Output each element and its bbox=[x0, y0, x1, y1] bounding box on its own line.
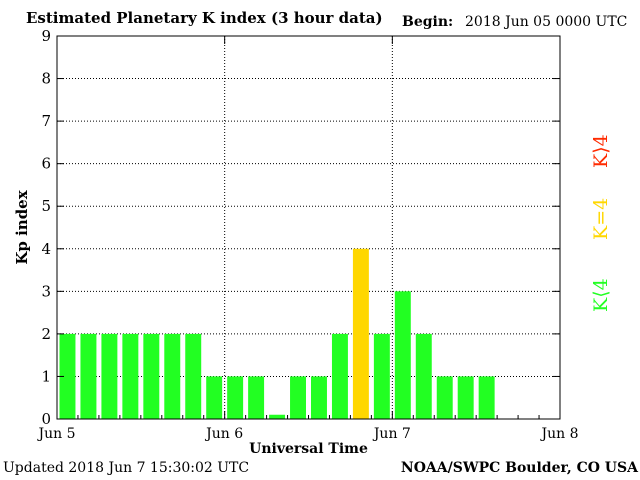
tick-marks bbox=[56, 35, 561, 420]
x-tick-label: Jun 8 bbox=[539, 426, 578, 442]
kp-bar bbox=[206, 376, 223, 419]
x-tick-label: Jun 7 bbox=[372, 426, 411, 442]
credit-text: NOAA/SWPC Boulder, CO USA bbox=[400, 460, 638, 476]
kp-bar bbox=[373, 333, 390, 419]
kp-bar bbox=[143, 333, 160, 419]
kp-bar bbox=[290, 376, 306, 419]
chart-title: Estimated Planetary K index (3 hour data… bbox=[26, 9, 383, 27]
kp-bar bbox=[436, 376, 453, 419]
kp-bar bbox=[457, 376, 474, 419]
begin-value: 2018 Jun 05 0000 UTC bbox=[465, 14, 628, 30]
y-tick-label: 1 bbox=[41, 367, 51, 385]
y-axis-label: Kp index bbox=[13, 189, 31, 264]
y-tick-labels: 0 1 2 3 4 5 6 7 8 9 bbox=[41, 27, 51, 428]
y-tick-label: 9 bbox=[41, 27, 51, 45]
legend-high: K⟩4 bbox=[590, 134, 612, 168]
kp-bar bbox=[478, 376, 495, 419]
kp-bar bbox=[352, 248, 369, 419]
bars-group bbox=[59, 248, 495, 419]
kp-bar bbox=[227, 376, 244, 419]
kp-bar bbox=[331, 333, 348, 419]
kp-bar bbox=[269, 414, 286, 419]
legend-mid: K=4 bbox=[590, 197, 612, 240]
kp-bar bbox=[185, 333, 202, 419]
y-tick-label: 4 bbox=[41, 240, 51, 258]
y-tick-label: 0 bbox=[41, 410, 51, 428]
grid-lines bbox=[57, 36, 560, 419]
updated-timestamp: Updated 2018 Jun 7 15:30:02 UTC bbox=[3, 460, 250, 476]
y-tick-label: 8 bbox=[41, 70, 51, 88]
kp-bar bbox=[122, 333, 139, 419]
y-tick-label: 6 bbox=[41, 155, 51, 173]
x-axis-label: Universal Time bbox=[249, 441, 368, 457]
kp-bar bbox=[394, 291, 411, 419]
kp-bar bbox=[311, 376, 327, 419]
legend-low: K⟨4 bbox=[590, 278, 612, 312]
kp-bar bbox=[80, 333, 97, 419]
kp-bar bbox=[415, 333, 432, 419]
x-tick-labels: Jun 5 Jun 6 Jun 7 Jun 8 bbox=[36, 426, 578, 442]
kp-bar bbox=[164, 333, 181, 419]
x-tick-label: Jun 6 bbox=[204, 426, 243, 442]
begin-label: Begin: bbox=[402, 14, 454, 30]
kp-bar bbox=[248, 376, 265, 419]
y-tick-label: 7 bbox=[41, 112, 51, 130]
y-tick-label: 3 bbox=[41, 282, 51, 300]
y-tick-label: 2 bbox=[41, 325, 51, 343]
x-tick-label: Jun 5 bbox=[36, 426, 75, 442]
y-tick-label: 5 bbox=[41, 197, 51, 215]
kp-bar bbox=[59, 333, 76, 419]
kp-bar bbox=[101, 333, 118, 419]
